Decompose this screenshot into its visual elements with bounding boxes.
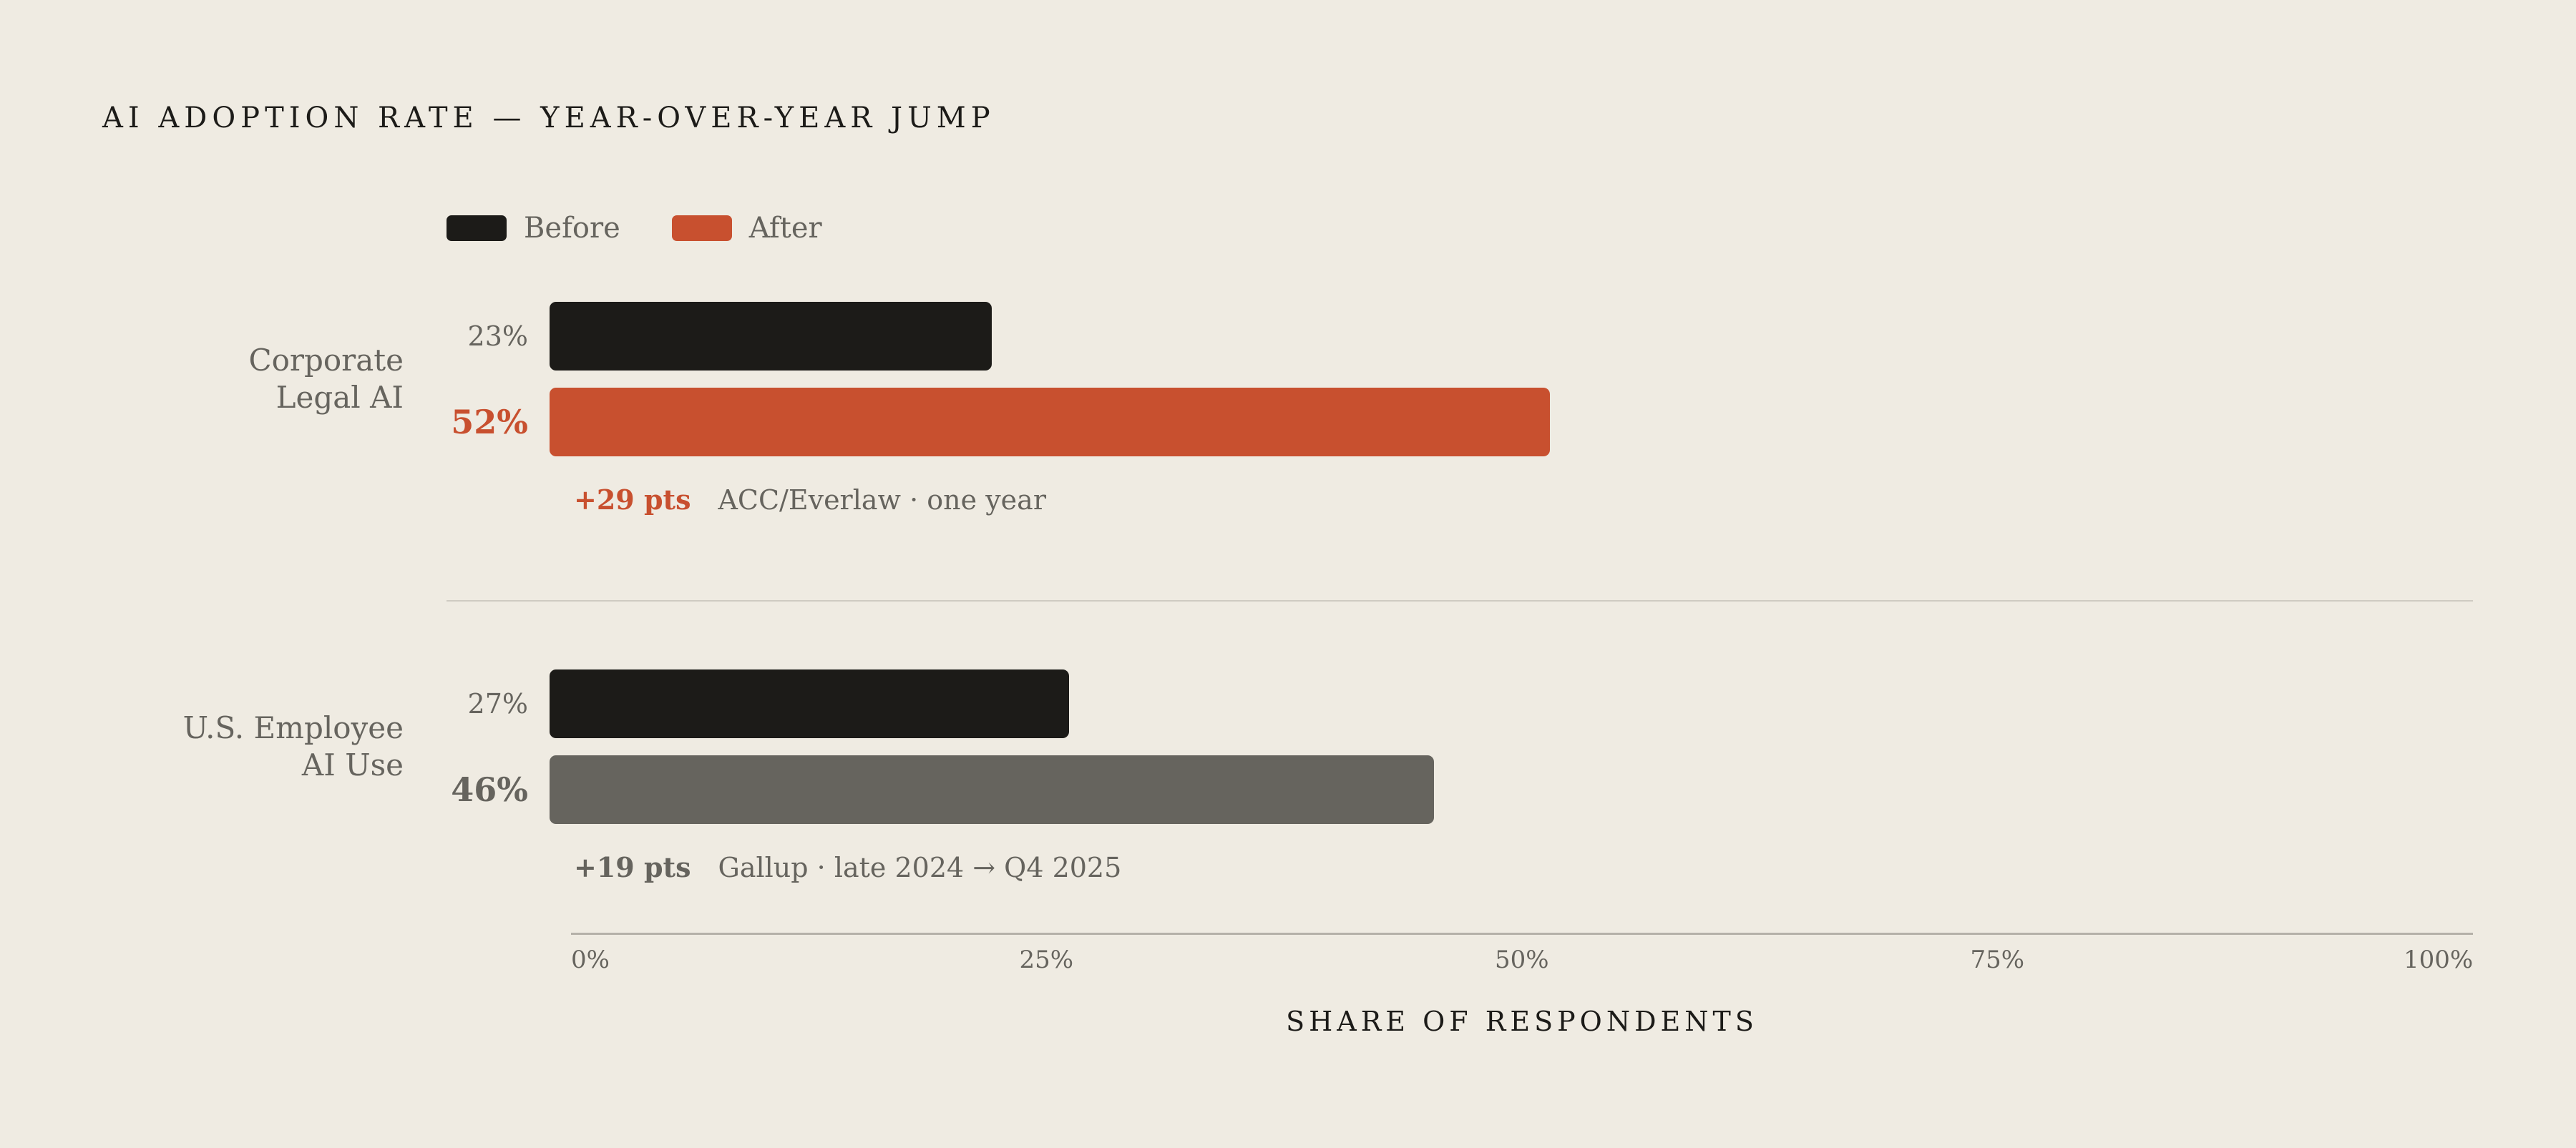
x-tick-label: 75% <box>1970 946 2025 974</box>
source-label: Gallup · late 2024 → Q4 2025 <box>718 851 1122 883</box>
legend-label-before: Before <box>524 212 620 245</box>
group-label-us-employee-ai-use: U.S. Employee AI Use <box>183 710 404 784</box>
bar-after <box>550 755 1435 824</box>
value-label-after: 46% <box>451 770 528 809</box>
x-tick-label: 25% <box>1019 946 1074 974</box>
group-label-line: Corporate <box>248 343 404 378</box>
legend-swatch-after <box>671 215 732 241</box>
x-tick-label: 0% <box>571 946 610 974</box>
group-label-line: AI Use <box>301 747 404 782</box>
annotation: +19 pts Gallup · late 2024 → Q4 2025 <box>574 851 1121 883</box>
legend-swatch-before <box>447 215 507 241</box>
bar-before <box>550 669 1069 738</box>
value-label-after: 52% <box>451 403 528 441</box>
legend-label-after: After <box>748 212 822 245</box>
legend-item-after: After <box>671 212 822 245</box>
x-axis-line <box>571 933 2473 935</box>
group-label-line: U.S. Employee <box>182 710 404 745</box>
legend: Before After <box>447 210 874 246</box>
x-tick-label: 100% <box>2404 946 2474 974</box>
group-label-line: Legal AI <box>275 380 404 415</box>
x-tick-label: 50% <box>1495 946 1549 974</box>
bar-after <box>550 388 1550 456</box>
annotation: +29 pts ACC/Everlaw · one year <box>574 484 1046 516</box>
source-label: ACC/Everlaw · one year <box>718 484 1046 516</box>
bar-before <box>550 302 992 371</box>
group-label-corporate-legal-ai: Corporate Legal AI <box>248 342 404 416</box>
x-axis-label: SHARE OF RESPONDENTS <box>1286 1006 1758 1037</box>
value-label-before: 23% <box>467 320 528 352</box>
group-divider <box>447 600 2473 602</box>
legend-item-before: Before <box>447 212 620 245</box>
chart-title: AI ADOPTION RATE — YEAR-OVER-YEAR JUMP <box>102 102 995 134</box>
value-label-before: 27% <box>467 688 528 720</box>
delta-label: +29 pts <box>574 484 691 516</box>
delta-label: +19 pts <box>574 851 691 883</box>
